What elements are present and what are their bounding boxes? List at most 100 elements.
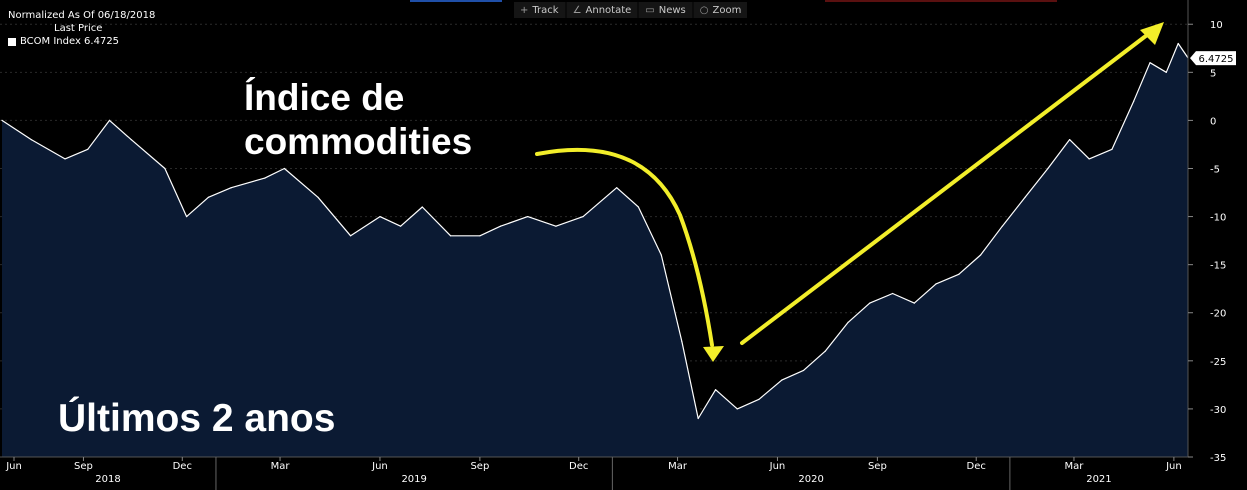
data-point bbox=[1149, 62, 1151, 64]
area-fill bbox=[2, 43, 1188, 457]
x-year-label: 2021 bbox=[1086, 474, 1111, 485]
down-arrow bbox=[535, 147, 714, 347]
down-arrow-head bbox=[703, 346, 724, 362]
data-point bbox=[824, 350, 826, 352]
up-arrow-head bbox=[1140, 22, 1164, 45]
data-point bbox=[582, 215, 584, 218]
annotate-button[interactable]: ∠ Annotate bbox=[566, 2, 638, 18]
data-points bbox=[1, 42, 1189, 420]
data-point bbox=[935, 283, 937, 285]
x-year-label: 2019 bbox=[401, 474, 426, 485]
data-point bbox=[230, 187, 232, 189]
data-point bbox=[1069, 139, 1071, 141]
data-point bbox=[379, 215, 381, 218]
x-month-label: Sep bbox=[868, 461, 887, 472]
data-point bbox=[1001, 225, 1003, 227]
x-year-label: 2020 bbox=[798, 474, 823, 485]
data-point bbox=[958, 273, 960, 275]
data-point bbox=[1024, 196, 1026, 198]
data-point bbox=[1, 119, 3, 122]
news-label: News bbox=[658, 4, 686, 16]
data-point bbox=[30, 139, 32, 141]
price-line bbox=[1, 42, 1189, 420]
data-point bbox=[1047, 167, 1049, 170]
legend[interactable]: BCOM Index 6.4725 bbox=[8, 35, 155, 48]
data-point bbox=[108, 119, 111, 122]
data-point bbox=[317, 196, 319, 198]
zoom-button[interactable]: ○ Zoom bbox=[693, 2, 748, 18]
data-point bbox=[681, 340, 683, 343]
last-price-pointer bbox=[1190, 51, 1196, 66]
data-point bbox=[499, 225, 502, 227]
data-point bbox=[736, 408, 738, 410]
x-month-label: Dec bbox=[967, 461, 986, 472]
commodity-index-annotation: Índice de commodities bbox=[244, 76, 472, 164]
data-point bbox=[847, 321, 849, 323]
track-label: Track bbox=[532, 4, 559, 16]
magnifier-icon: ○ bbox=[699, 4, 709, 16]
data-point bbox=[802, 369, 805, 372]
data-point bbox=[697, 417, 699, 420]
annotation-line-1: Índice de bbox=[244, 77, 405, 118]
last-price-value: 6.4725 bbox=[1199, 54, 1234, 65]
data-point bbox=[64, 158, 66, 160]
x-month-label: Mar bbox=[271, 461, 291, 472]
x-month-label: Dec bbox=[173, 461, 192, 472]
track-button[interactable]: + Track bbox=[514, 2, 565, 18]
data-point bbox=[616, 187, 618, 189]
data-point bbox=[660, 254, 662, 256]
x-month-label: Sep bbox=[74, 461, 93, 472]
data-point bbox=[479, 235, 481, 237]
x-month-label: Jun bbox=[5, 461, 22, 472]
area-fill-shape bbox=[2, 43, 1188, 457]
data-point bbox=[913, 302, 915, 304]
x-month-label: Dec bbox=[569, 461, 588, 472]
data-point bbox=[264, 177, 266, 179]
y-tick-label: -5 bbox=[1210, 164, 1220, 175]
legend-swatch bbox=[8, 37, 16, 46]
data-point bbox=[637, 206, 640, 208]
y-tick-label: 5 bbox=[1210, 68, 1216, 79]
x-month-label: Sep bbox=[470, 461, 489, 472]
zoom-label: Zoom bbox=[712, 4, 742, 16]
data-point bbox=[1133, 100, 1135, 102]
x-month-label: Jun bbox=[769, 461, 786, 472]
data-point bbox=[350, 235, 352, 237]
x-month-label: Jun bbox=[371, 461, 388, 472]
x-month-label: Mar bbox=[1065, 461, 1085, 472]
period-annotation: Últimos 2 anos bbox=[58, 397, 336, 440]
data-point bbox=[781, 379, 783, 381]
news-icon: ▭ bbox=[645, 4, 655, 16]
y-tick-label: -35 bbox=[1210, 453, 1226, 464]
last-price-label: 6.4725 bbox=[1190, 51, 1236, 66]
data-point bbox=[979, 254, 982, 256]
header-accent-red bbox=[825, 0, 1057, 2]
data-point bbox=[527, 215, 529, 218]
data-point bbox=[1165, 71, 1167, 73]
data-point bbox=[714, 389, 717, 391]
data-point bbox=[421, 206, 423, 208]
data-point bbox=[399, 225, 402, 227]
data-point bbox=[283, 167, 285, 170]
data-point bbox=[869, 302, 871, 304]
up-arrow bbox=[740, 30, 1153, 345]
news-button[interactable]: ▭ News bbox=[639, 2, 692, 18]
data-point bbox=[1177, 42, 1179, 45]
data-point bbox=[207, 196, 209, 198]
data-point bbox=[164, 167, 166, 170]
crosshair-icon: + bbox=[520, 4, 529, 16]
last-price-box bbox=[1196, 51, 1236, 66]
annotation-line-2: commodities bbox=[244, 121, 473, 162]
y-tick-label: -20 bbox=[1210, 309, 1226, 320]
data-point bbox=[449, 235, 452, 237]
data-point bbox=[891, 292, 894, 295]
data-point bbox=[1088, 158, 1090, 160]
x-month-label: Mar bbox=[668, 461, 688, 472]
y-tick-label: 0 bbox=[1210, 116, 1216, 127]
y-tick-label: -25 bbox=[1210, 357, 1226, 368]
x-axis: Jun Sep Dec Mar Jun Sep Dec Mar Jun Sep Dec Mar Jun 2… bbox=[0, 456, 1188, 490]
data-point bbox=[555, 225, 557, 227]
data-point bbox=[758, 398, 760, 400]
data-point bbox=[87, 148, 89, 150]
